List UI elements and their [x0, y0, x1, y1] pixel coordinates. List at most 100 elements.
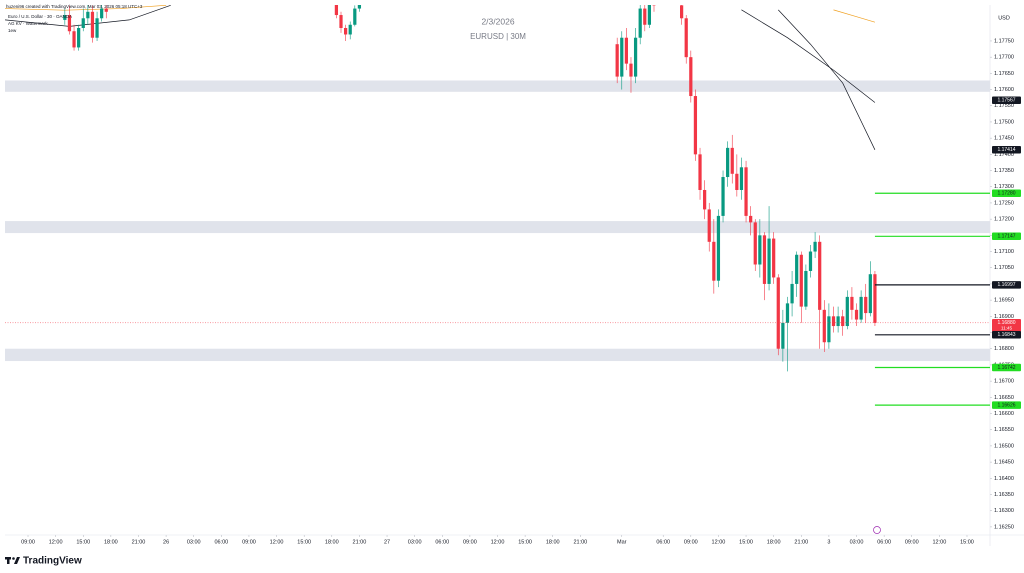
x-tick-label: 09:00 [905, 539, 919, 545]
x-tick-label: 21:00 [353, 539, 367, 545]
x-tick-label: 09:00 [242, 539, 256, 545]
y-tick-label: 1.17650 [994, 71, 1014, 77]
x-tick-label: 06:00 [435, 539, 449, 545]
x-tick-label: 03:00 [408, 539, 422, 545]
x-tick-label: 12:00 [712, 539, 726, 545]
x-tick-label: 3 [827, 539, 830, 545]
moving-average [5, 5, 171, 27]
candle-body [799, 254, 803, 307]
candle-body [86, 11, 90, 19]
candle-body [726, 147, 730, 178]
header-line: AG KV · Watermark [8, 21, 48, 26]
candle-body [698, 154, 702, 190]
x-tick-label: 09:00 [21, 539, 35, 545]
y-tick-label: 1.17200 [994, 217, 1014, 223]
candle-body [707, 209, 711, 242]
candle-body [776, 277, 780, 349]
x-tick-label: 06:00 [877, 539, 891, 545]
candle-body [827, 316, 831, 343]
event-icon[interactable] [873, 526, 881, 534]
zone [5, 80, 990, 92]
x-tick-label: 03:00 [187, 539, 201, 545]
y-tick-label: 1.17750 [994, 38, 1014, 44]
x-tick-label: 15:00 [518, 539, 532, 545]
y-tick-label: 1.17350 [994, 168, 1014, 174]
candle-body [854, 309, 859, 320]
candle-body [836, 316, 840, 327]
price-tag-label: 1.17414 [997, 147, 1015, 153]
price-tag-label: 1.17280 [997, 191, 1015, 197]
x-tick-label: 15:00 [297, 539, 311, 545]
candle-body [758, 235, 762, 265]
x-tick-label: 21:00 [794, 539, 808, 545]
candle-body [81, 18, 85, 29]
price-tag-label: 1.17147 [997, 234, 1015, 240]
logo-shape [14, 557, 20, 564]
y-tick-label: 1.17050 [994, 265, 1014, 271]
candle-body [818, 241, 822, 310]
x-tick-label: 03:00 [850, 539, 864, 545]
candle-body [104, 8, 108, 12]
candle-body [72, 31, 76, 48]
zones-layer [5, 80, 990, 362]
header-line: 1ew [8, 28, 17, 33]
y-tick-label: 1.17400 [994, 152, 1014, 158]
candle-body [767, 238, 771, 284]
candle-body [689, 57, 693, 97]
candle-body [77, 28, 81, 48]
candle-body [334, 5, 339, 16]
candle-body [841, 316, 845, 327]
candle-body [652, 5, 656, 6]
candle-body [762, 235, 767, 284]
logo-shape [12, 557, 15, 560]
candle-body [735, 173, 739, 190]
x-tick-label: 27 [384, 539, 390, 545]
candle-body [730, 147, 734, 174]
x-tick-label: 18:00 [767, 539, 781, 545]
x-tick-label: 15:00 [960, 539, 974, 545]
price-tag-countdown: 11:45 [1001, 325, 1012, 330]
candle-body [633, 37, 638, 77]
price-tag [992, 189, 1021, 197]
candle-body [831, 316, 836, 327]
x-tick-label: 06:00 [214, 539, 228, 545]
y-tick-label: 1.17550 [994, 103, 1014, 109]
candle-body [808, 251, 813, 271]
candle-body [859, 296, 863, 320]
x-tick-label: 12:00 [270, 539, 284, 545]
x-tick-label: 18:00 [546, 539, 560, 545]
x-tick-label: 15:00 [76, 539, 90, 545]
y-tick-label: 1.16550 [994, 427, 1014, 433]
candle-body [781, 322, 785, 349]
price-tag-label: 1.16626 [997, 402, 1015, 408]
price-tag [992, 96, 1021, 104]
x-tick-label: 06:00 [656, 539, 670, 545]
price-tag-label: 1.16742 [997, 365, 1015, 371]
zone [5, 221, 990, 234]
candle-body [822, 309, 826, 343]
x-tick-label: 12:00 [932, 539, 946, 545]
candle-body [795, 254, 799, 284]
candle-body [753, 222, 757, 265]
price-tag [992, 232, 1021, 241]
y-tick-label: 1.17450 [994, 136, 1014, 142]
candle-body [813, 241, 817, 252]
candle-body [615, 44, 619, 77]
y-tick-label: 1.17500 [994, 119, 1014, 125]
candle-body [716, 215, 721, 281]
candle-body [739, 167, 744, 190]
y-tick-label: 1.16600 [994, 411, 1014, 417]
y-tick-label: 1.17250 [994, 200, 1014, 206]
price-tag [992, 281, 1021, 289]
candle-body [868, 274, 872, 314]
y-tick-label: 1.16650 [994, 395, 1014, 401]
candle-body [638, 8, 642, 38]
x-tick-label: 15:00 [739, 539, 753, 545]
y-tick-label: 1.16450 [994, 460, 1014, 466]
x-tick-label: Mar [617, 539, 627, 545]
candle-body [629, 63, 633, 77]
candle-body [845, 296, 849, 327]
x-tick-label: 18:00 [325, 539, 339, 545]
x-tick-label: 26 [163, 539, 169, 545]
